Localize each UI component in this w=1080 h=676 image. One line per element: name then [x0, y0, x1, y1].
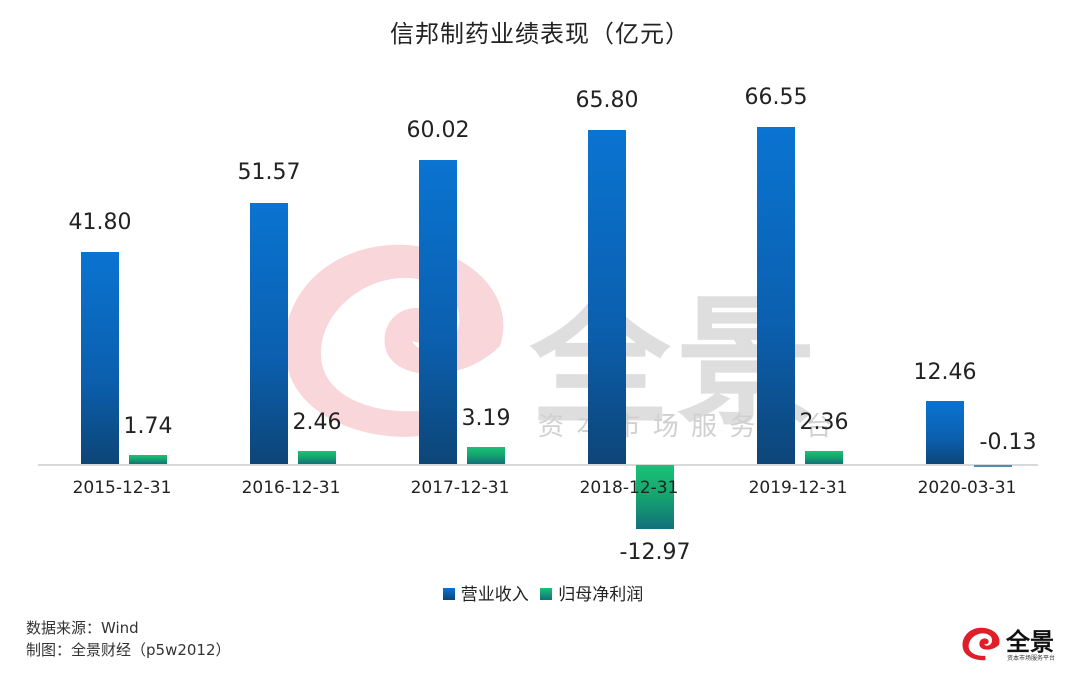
- bar-netprofit-2020q1: [974, 465, 1012, 467]
- x-tick-2018: 2018-12-31: [579, 478, 679, 498]
- legend-label-netprofit: 归母净利润: [558, 585, 644, 605]
- bar-revenue-2019: [757, 127, 795, 464]
- x-tick-2019: 2019-12-31: [748, 478, 848, 498]
- value-label-revenue-2020q1: 12.46: [913, 360, 977, 385]
- bar-netprofit-2015: [129, 455, 167, 464]
- value-label-netprofit-2018: -12.97: [619, 540, 691, 565]
- chart-credit: 制图：全景财经（p5w2012）: [26, 641, 231, 659]
- value-label-netprofit-2019: 2.36: [799, 410, 849, 435]
- brand-logo-text: 全景: [1006, 628, 1054, 656]
- x-tick-2015: 2015-12-31: [72, 478, 172, 498]
- value-label-revenue-2016: 51.57: [237, 160, 301, 185]
- bar-netprofit-2018: [636, 465, 674, 529]
- legend: 营业收入 归母净利润: [0, 580, 1080, 605]
- legend-swatch-revenue: [442, 588, 455, 600]
- bar-revenue-2018: [588, 130, 626, 464]
- x-tick-2017: 2017-12-31: [410, 478, 510, 498]
- value-label-revenue-2019: 66.55: [744, 85, 808, 110]
- bar-revenue-2017: [419, 160, 457, 464]
- value-label-netprofit-2020q1: -0.13: [979, 430, 1037, 455]
- x-tick-2020q1: 2020-03-31: [917, 478, 1017, 498]
- brand-logo: 全景 资本市场服务平台: [960, 622, 1066, 666]
- bar-netprofit-2019: [805, 451, 843, 464]
- legend-swatch-netprofit: [540, 588, 553, 600]
- bar-revenue-2020q1: [926, 401, 964, 464]
- footer: 数据来源：Wind 制图：全景财经（p5w2012）: [26, 617, 231, 661]
- value-label-revenue-2018: 65.80: [575, 88, 639, 113]
- value-label-netprofit-2017: 3.19: [461, 406, 511, 431]
- data-source: 数据来源：Wind: [26, 619, 139, 637]
- bar-netprofit-2017: [467, 447, 505, 464]
- brand-logo-tagline: 资本市场服务平台: [1007, 655, 1056, 662]
- bar-revenue-2015: [81, 252, 119, 464]
- bar-revenue-2016: [250, 203, 288, 464]
- legend-label-revenue: 营业收入: [460, 585, 529, 605]
- brand-logo-icon: [962, 627, 1000, 661]
- value-label-revenue-2017: 60.02: [406, 118, 470, 143]
- x-tick-2016: 2016-12-31: [241, 478, 341, 498]
- value-label-revenue-2015: 41.80: [68, 210, 132, 235]
- value-label-netprofit-2016: 2.46: [292, 410, 342, 435]
- chart-title: 信邦制药业绩表现（亿元）: [390, 20, 690, 48]
- x-axis-line: [38, 464, 1038, 466]
- value-label-netprofit-2015: 1.74: [123, 414, 173, 439]
- bar-netprofit-2016: [298, 451, 336, 464]
